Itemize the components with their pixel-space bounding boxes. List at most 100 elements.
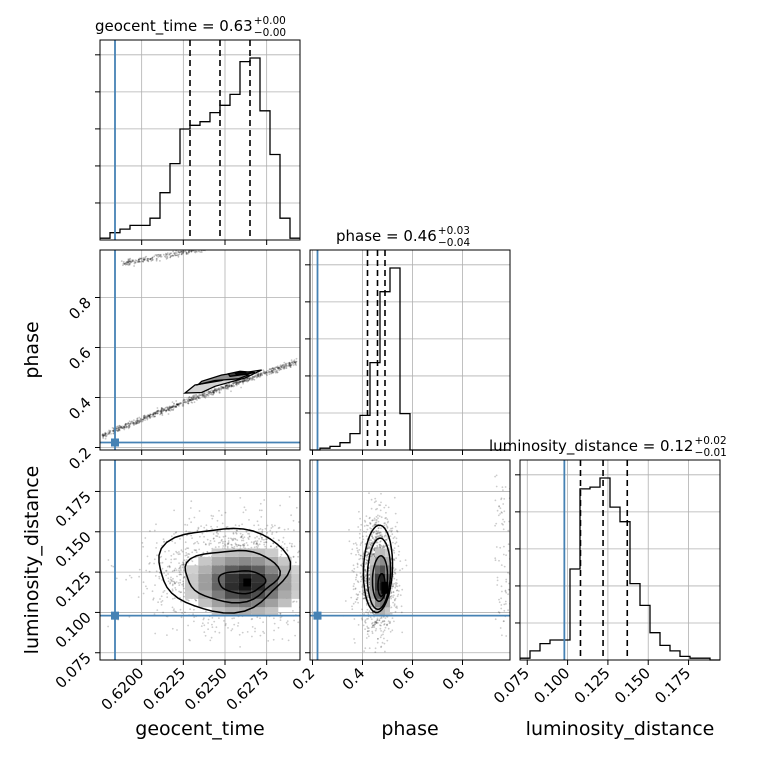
sample-point [197,397,200,399]
sample-point [176,551,179,554]
sample-point [360,617,363,620]
sample-point [395,537,398,540]
sample-point [202,394,204,397]
sample-point [236,529,239,532]
sample-point [273,369,275,372]
sample-point [202,394,205,397]
sample-point [383,546,385,548]
sample-point [293,361,296,364]
sample-point [200,394,203,396]
sample-point [170,554,173,557]
sample-point [105,433,108,435]
sample-point [158,410,160,413]
sample-point [275,370,277,373]
sample-point [360,554,362,557]
sample-point [139,417,142,420]
sample-point [211,517,214,520]
sample-point [242,380,244,382]
sample-point [494,618,497,621]
sample-point [387,627,390,630]
sample-point [182,250,185,253]
sample-point [325,564,327,566]
sample-point [187,556,190,558]
sample-point [142,259,145,261]
sample-point [151,590,154,593]
sample-point [196,246,198,248]
sample-point [297,555,299,558]
sample-point [248,378,251,381]
sample-point [180,573,183,576]
sample-point [166,406,169,409]
sample-point [143,415,146,418]
sample-point [337,594,339,596]
sample-point [395,582,397,584]
sample-point [185,552,188,554]
sample-point [178,569,180,572]
histogram-step [310,267,510,451]
sample-point [503,620,505,622]
sample-point [376,532,379,535]
sample-point [143,258,146,261]
sample-point [379,504,382,507]
sample-point [133,424,136,426]
title-geocent-time: geocent_time = 0.63+0.00 −0.00 [95,15,286,39]
sample-point [206,538,209,541]
sample-point [398,584,401,587]
sample-point [368,547,370,550]
sample-point [371,554,374,557]
sample-point [258,509,261,512]
sample-point [173,253,176,256]
sample-point [193,395,196,398]
sample-point [366,604,368,606]
sample-point [251,626,254,628]
y-tick-label: 0.175 [52,488,95,531]
sample-point [190,397,193,400]
sample-point [280,553,283,556]
sample-point [218,631,221,634]
sample-point [373,523,376,526]
sample-point [264,527,267,530]
sample-point [135,421,138,424]
sample-point [177,403,179,406]
sample-point [178,403,181,406]
sample-point [382,616,385,618]
sample-point [138,260,141,263]
sample-point [150,259,153,262]
sample-point [259,528,262,530]
sample-point [283,366,286,368]
sample-point [180,549,183,552]
sample-point [118,428,121,430]
sample-point [222,535,225,538]
sample-point [265,373,268,376]
sample-point [286,546,288,549]
sample-point [374,497,377,500]
sample-point [219,530,222,532]
sample-point [173,597,176,600]
sample-point [255,375,257,378]
sample-point [367,551,369,553]
sample-point [383,623,386,625]
sample-point [280,366,283,369]
sample-point [362,538,365,541]
sample-point [193,398,196,400]
sample-point [320,559,322,561]
sample-point [198,395,201,397]
sample-point [377,638,379,640]
sample-point [129,260,132,262]
sample-point [205,395,208,398]
sample-point [277,367,280,370]
sample-point [303,579,305,581]
density-bin [225,556,239,566]
sample-point [195,395,198,398]
sample-point [231,385,233,387]
sample-point [182,583,185,585]
sample-point [102,434,105,437]
sample-point [155,523,157,526]
sample-point [194,549,197,552]
sample-point [504,590,507,593]
sample-point [399,569,401,572]
sample-point [108,433,110,435]
sample-point [107,431,110,433]
sample-point [193,616,196,618]
sample-point [358,510,360,513]
